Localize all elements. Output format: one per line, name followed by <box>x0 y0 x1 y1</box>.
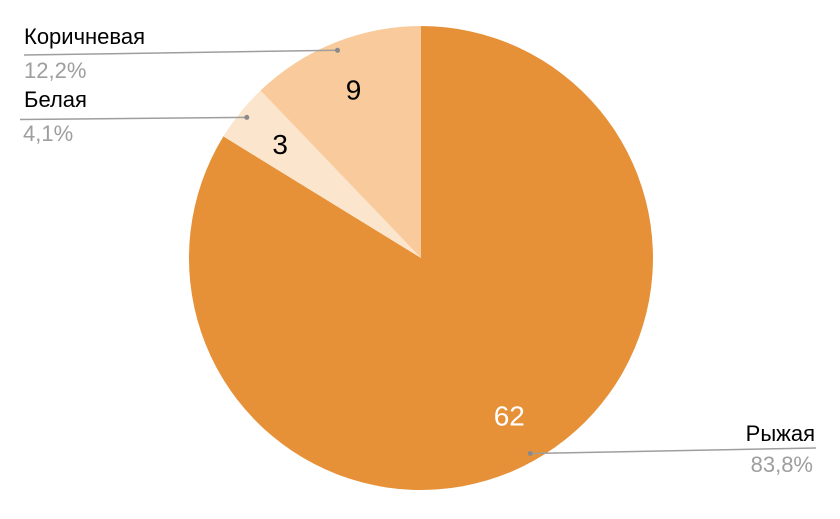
category-label-belaya: Белая <box>24 87 87 112</box>
leader-line-Коричневая <box>23 49 338 56</box>
slice-value-label-Белая: 3 <box>272 129 288 160</box>
percent-label-belaya: 4,1% <box>23 121 74 146</box>
leader-dot-Коричневая <box>335 47 340 53</box>
leader-line-Белая <box>19 116 247 121</box>
leader-dot-Белая <box>244 114 250 120</box>
category-label-ryzhaya: Рыжая <box>745 421 815 446</box>
slice-value-label-Рыжая: 62 <box>494 401 525 432</box>
percent-label-ryzhaya: 83,8% <box>750 452 813 477</box>
pie-slice-Коричневая[interactable] <box>260 26 422 258</box>
leader-line-Рыжая <box>530 447 817 455</box>
pie-slice-Белая[interactable] <box>223 90 421 259</box>
pie-slice-Рыжая[interactable] <box>188 26 653 490</box>
leader-dot-Рыжая <box>527 451 533 456</box>
category-label-korichnevaya: Коричневая <box>24 24 146 49</box>
slice-value-label-Коричневая: 9 <box>346 75 362 106</box>
percent-label-korichnevaya: 12,2% <box>24 58 87 83</box>
